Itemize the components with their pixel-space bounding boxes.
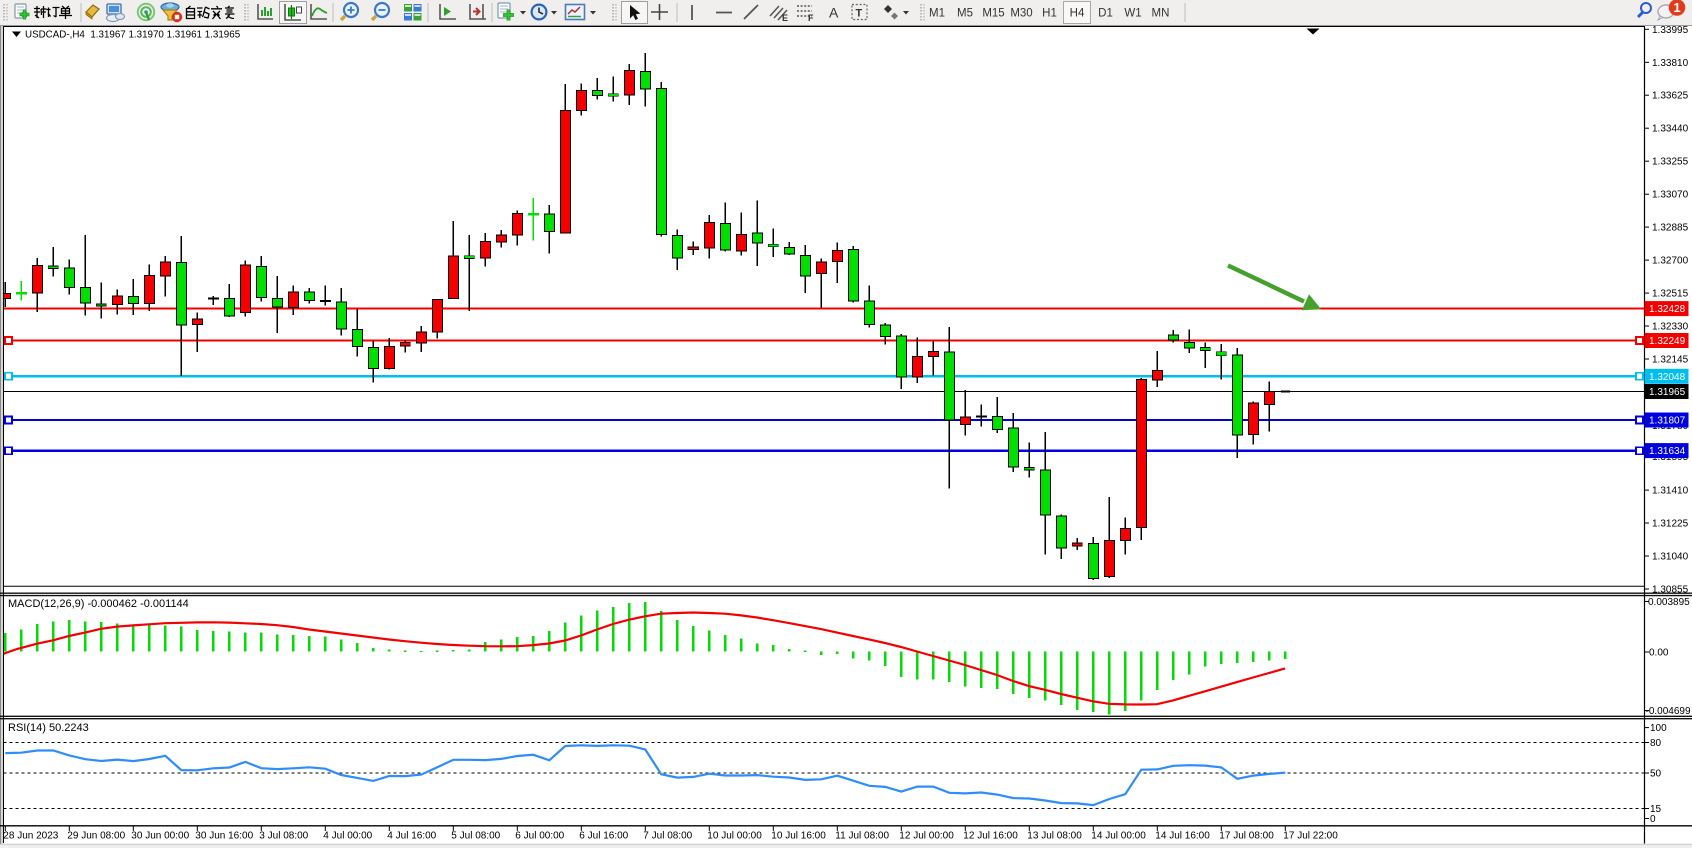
svg-text:10 Jul 16:00: 10 Jul 16:00	[771, 831, 826, 842]
svg-text:12 Jul 00:00: 12 Jul 00:00	[899, 831, 954, 842]
svg-text:1: 1	[1673, 0, 1680, 15]
svg-text:1.33440: 1.33440	[1652, 124, 1689, 135]
svg-text:M15: M15	[982, 8, 1004, 20]
svg-text:15: 15	[1650, 804, 1662, 815]
svg-text:RSI(14) 50.2243: RSI(14) 50.2243	[8, 722, 89, 734]
svg-text:H4: H4	[1070, 8, 1085, 20]
svg-text:F: F	[808, 13, 814, 23]
svg-text:1.32048: 1.32048	[1649, 372, 1686, 383]
svg-text:1.31225: 1.31225	[1652, 519, 1689, 530]
svg-text:17 Jul 08:00: 17 Jul 08:00	[1219, 831, 1274, 842]
svg-text:17 Jul 22:00: 17 Jul 22:00	[1283, 831, 1338, 842]
svg-text:80: 80	[1650, 738, 1662, 749]
svg-text:D1: D1	[1098, 8, 1113, 20]
svg-text:5 Jul 08:00: 5 Jul 08:00	[451, 831, 500, 842]
svg-text:12 Jul 16:00: 12 Jul 16:00	[963, 831, 1018, 842]
svg-text:29 Jun 08:00: 29 Jun 08:00	[67, 831, 125, 842]
svg-text:1.32145: 1.32145	[1652, 355, 1689, 366]
svg-text:13 Jul 08:00: 13 Jul 08:00	[1027, 831, 1082, 842]
svg-text:1.32515: 1.32515	[1652, 289, 1689, 300]
svg-text:28 Jun 2023: 28 Jun 2023	[3, 831, 58, 842]
svg-text:100: 100	[1650, 723, 1667, 734]
svg-text:USDCAD-,H4 1.31967 1.31970 1.: USDCAD-,H4 1.31967 1.31970 1.31961 1.319…	[25, 30, 241, 41]
svg-text:1.33070: 1.33070	[1652, 190, 1689, 201]
svg-text:0.003895: 0.003895	[1648, 597, 1690, 608]
svg-text:1.32330: 1.32330	[1652, 322, 1689, 333]
svg-text:1.32428: 1.32428	[1649, 304, 1686, 315]
svg-text:1.33995: 1.33995	[1652, 25, 1689, 36]
svg-text:MN: MN	[1152, 8, 1170, 20]
svg-text:1.30855: 1.30855	[1652, 585, 1689, 596]
svg-text:1.31807: 1.31807	[1649, 416, 1686, 427]
svg-text:1.33810: 1.33810	[1652, 58, 1689, 69]
svg-text:M1: M1	[929, 8, 945, 20]
svg-text:1.32700: 1.32700	[1652, 256, 1689, 267]
svg-text:0.00: 0.00	[1649, 648, 1669, 659]
svg-text:14 Jul 00:00: 14 Jul 00:00	[1091, 831, 1146, 842]
svg-text:E: E	[782, 13, 788, 23]
svg-text:T: T	[856, 8, 863, 20]
svg-text:A: A	[829, 5, 839, 21]
svg-text:14 Jul 16:00: 14 Jul 16:00	[1155, 831, 1210, 842]
svg-text:1.31965: 1.31965	[1649, 387, 1686, 398]
svg-text:1.33625: 1.33625	[1652, 91, 1689, 102]
svg-text:6 Jul 16:00: 6 Jul 16:00	[579, 831, 628, 842]
svg-text:7 Jul 08:00: 7 Jul 08:00	[643, 831, 692, 842]
svg-text:0: 0	[1650, 814, 1656, 825]
svg-text:-0.004699: -0.004699	[1646, 706, 1691, 717]
svg-text:3 Jul 08:00: 3 Jul 08:00	[259, 831, 308, 842]
svg-text:6 Jul 00:00: 6 Jul 00:00	[515, 831, 564, 842]
svg-text:4 Jul 00:00: 4 Jul 00:00	[323, 831, 372, 842]
svg-text:1.33255: 1.33255	[1652, 157, 1689, 168]
svg-text:50: 50	[1650, 769, 1662, 780]
svg-text:H1: H1	[1042, 8, 1057, 20]
svg-text:M5: M5	[957, 8, 973, 20]
svg-text:W1: W1	[1124, 8, 1141, 20]
svg-text:M30: M30	[1010, 8, 1032, 20]
svg-text:MACD(12,26,9) -0.000462 -0.001: MACD(12,26,9) -0.000462 -0.001144	[8, 598, 189, 610]
svg-text:1.31634: 1.31634	[1649, 446, 1686, 457]
svg-text:4 Jul 16:00: 4 Jul 16:00	[387, 831, 436, 842]
svg-text:11 Jul 08:00: 11 Jul 08:00	[835, 831, 889, 842]
svg-text:1.31040: 1.31040	[1652, 552, 1689, 563]
svg-text:1.32885: 1.32885	[1652, 223, 1689, 234]
svg-text:10 Jul 00:00: 10 Jul 00:00	[707, 831, 762, 842]
svg-text:1.31410: 1.31410	[1652, 486, 1689, 497]
svg-text:30 Jun 00:00: 30 Jun 00:00	[131, 831, 189, 842]
svg-text:30 Jun 16:00: 30 Jun 16:00	[195, 831, 253, 842]
svg-text:1.32249: 1.32249	[1649, 336, 1686, 347]
